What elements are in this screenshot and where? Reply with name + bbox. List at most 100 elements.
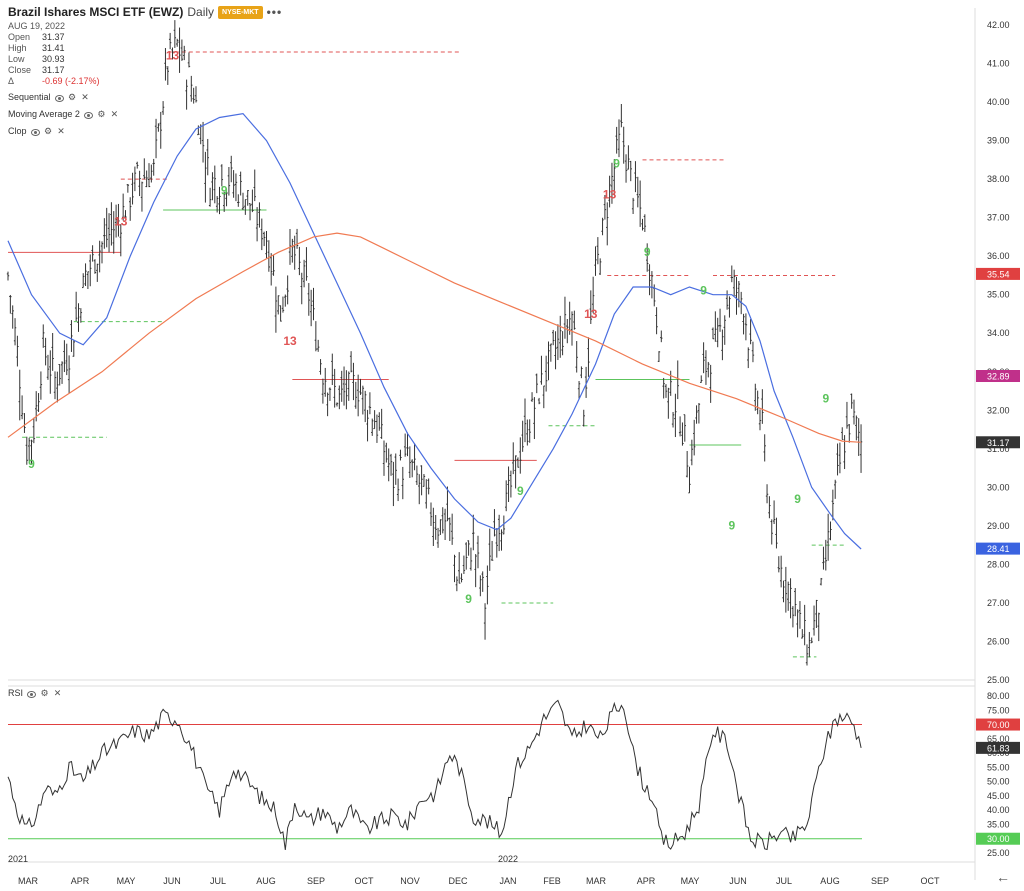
month-tick-label: OCT <box>921 876 941 886</box>
moving-average-fast-line <box>7 112 862 550</box>
rsi-level-tag: 30.00 <box>987 834 1010 844</box>
year-label: 2022 <box>498 854 518 864</box>
rsi-level-tag-bg <box>976 832 1020 845</box>
sequential-count-label: 9 <box>644 245 651 259</box>
rsi-tick-label: 45.00 <box>987 791 1010 801</box>
month-tick-label: SEP <box>871 876 889 886</box>
price-tag: 31.17 <box>987 438 1010 448</box>
chart-title: Brazil Ishares MSCI ETF (EWZ) <box>8 5 184 19</box>
month-tick-label: MAY <box>117 876 136 886</box>
price-tick-label: 42.00 <box>987 20 1010 30</box>
ohlc-high: High 31.41 <box>8 43 65 53</box>
price-tick-label: 34.00 <box>987 328 1010 338</box>
close-icon[interactable]: ✕ <box>81 92 89 102</box>
rsi-current-tag-bg <box>976 741 1020 754</box>
rsi-tick-label: 40.00 <box>987 805 1010 815</box>
price-tick-label: 41.00 <box>987 59 1010 69</box>
sequential-count-label: 9 <box>613 157 620 171</box>
eye-icon[interactable] <box>54 95 64 102</box>
gear-icon[interactable]: ⚙ <box>40 687 49 698</box>
year-label: 2021 <box>8 854 28 864</box>
indicator-moving-average[interactable]: Moving Average 2 ⚙ ✕ <box>8 109 119 119</box>
month-tick-label: SEP <box>307 876 325 886</box>
month-tick-label: AUG <box>256 876 276 886</box>
price-tick-label: 37.00 <box>987 213 1010 223</box>
rsi-tick-label: 65.00 <box>987 734 1010 744</box>
axes: 42.00 41.00 40.00 39.00 38.00 37.00 36.00 35.00… <box>8 20 1020 886</box>
month-tick-label: AUG <box>820 876 840 886</box>
price-tag-bg <box>976 370 1020 383</box>
close-icon[interactable]: ✕ <box>57 126 65 136</box>
sequential-labels: 9 13 13 9 13 9 9 13 9 9 13 9 9 9 9 <box>28 49 829 606</box>
sequential-count-label: 9 <box>794 492 801 506</box>
month-tick-label: OCT <box>355 876 375 886</box>
sequential-count-label: 13 <box>114 214 128 228</box>
price-tick-label: 36.00 <box>987 251 1010 261</box>
rsi-level-tag-bg <box>976 718 1020 731</box>
month-tick-label: DEC <box>448 876 468 886</box>
price-tick-label: 32.00 <box>987 405 1010 415</box>
rsi-legend[interactable]: RSI ⚙ ✕ <box>8 687 62 698</box>
eye-icon[interactable] <box>83 112 93 119</box>
sequential-count-label: 9 <box>700 284 707 298</box>
price-tick-label: 27.00 <box>987 598 1010 608</box>
more-options-icon[interactable]: ••• <box>266 5 283 19</box>
eye-icon[interactable] <box>27 690 37 698</box>
tdst-lines <box>8 51 845 658</box>
rsi-tick-label: 35.00 <box>987 819 1010 829</box>
close-icon[interactable]: ✕ <box>53 687 62 698</box>
back-arrow-icon[interactable]: ← <box>996 869 1010 885</box>
indicator-clop[interactable]: Clop ⚙ ✕ <box>8 126 65 136</box>
gear-icon[interactable]: ⚙ <box>68 92 77 102</box>
month-tick-label: JUL <box>210 876 226 886</box>
ohlc-change: Δ -0.69 (-2.17%) <box>8 76 100 86</box>
close-icon[interactable]: ✕ <box>110 109 119 119</box>
price-tick-label: 28.00 <box>987 559 1010 569</box>
exchange-badge: NYSE-MKT <box>218 6 263 19</box>
rsi-tick-label: 75.00 <box>987 705 1010 715</box>
gear-icon[interactable]: ⚙ <box>97 109 106 119</box>
month-tick-label: JUL <box>776 876 792 886</box>
sequential-count-label: 9 <box>221 184 228 198</box>
sequential-count-label: 9 <box>728 519 735 533</box>
price-tick-label: 25.00 <box>987 675 1010 685</box>
rsi-panel <box>7 699 862 851</box>
eye-icon[interactable] <box>30 129 40 136</box>
sequential-count-label: 13 <box>584 307 598 321</box>
month-tick-label: NOV <box>400 876 420 886</box>
ohlc-low: Low 30.93 <box>8 54 65 64</box>
month-tick-label: APR <box>637 876 656 886</box>
price-tick-label: 30.00 <box>987 482 1010 492</box>
price-tag-bg <box>976 436 1020 449</box>
gear-icon[interactable]: ⚙ <box>43 126 53 136</box>
rsi-tick-label: 50.00 <box>987 777 1010 787</box>
month-tick-label: JAN <box>499 876 516 886</box>
price-tick-label: 29.00 <box>987 521 1010 531</box>
month-tick-label: JUN <box>729 876 747 886</box>
price-tick-label: 31.00 <box>987 444 1010 454</box>
indicator-sequential[interactable]: Sequential ⚙ ✕ <box>8 92 89 102</box>
month-tick-label: FEB <box>543 876 561 886</box>
price-tag: 35.54 <box>987 269 1010 279</box>
month-tick-label: APR <box>71 876 90 886</box>
ohlc-close: Close 31.17 <box>8 65 65 75</box>
price-tag: 32.89 <box>987 372 1010 382</box>
sequential-count-label: 9 <box>517 484 524 498</box>
month-tick-label: MAR <box>586 876 607 886</box>
rsi-tick-label: 80.00 <box>987 691 1010 701</box>
ohlc-open: Open 31.37 <box>8 32 65 42</box>
price-tag-bg <box>976 542 1020 555</box>
sequential-count-label: 9 <box>465 592 472 606</box>
rsi-tick-label: 25.00 <box>987 848 1010 858</box>
moving-averages <box>7 112 862 550</box>
chart-legend: Brazil Ishares MSCI ETF (EWZ) Daily NYSE… <box>8 6 282 138</box>
chart-title-row: Brazil Ishares MSCI ETF (EWZ) Daily NYSE… <box>8 6 282 19</box>
rsi-line <box>7 699 862 851</box>
sequential-count-label: 9 <box>28 457 35 471</box>
price-tick-label: 40.00 <box>987 97 1010 107</box>
timeframe-label[interactable]: Daily <box>187 5 215 19</box>
rsi-tick-label: 55.00 <box>987 762 1010 772</box>
price-tick-label: 35.00 <box>987 290 1010 300</box>
sequential-count-label: 13 <box>603 187 617 201</box>
